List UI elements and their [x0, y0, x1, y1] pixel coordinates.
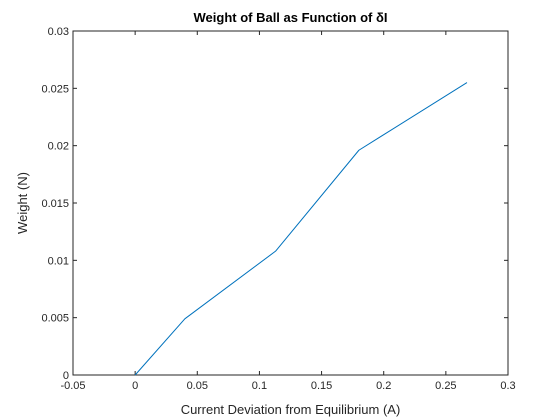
- y-tick-label: 0.005: [41, 313, 69, 325]
- x-tick-label: -0.05: [60, 380, 85, 392]
- x-tick-label: 0.15: [311, 380, 332, 392]
- x-axis-label: Current Deviation from Equilibrium (A): [181, 402, 401, 417]
- x-tick-label: 0: [132, 380, 138, 392]
- y-tick-label: 0: [63, 370, 69, 382]
- y-tick-label: 0.01: [48, 255, 69, 267]
- x-tick-label: 0.25: [435, 380, 456, 392]
- plot-area: [72, 30, 509, 376]
- y-tick-label: 0.02: [48, 141, 69, 153]
- series-group: [134, 82, 468, 376]
- x-tick-label: 0.2: [376, 380, 391, 392]
- x-tick-label: 0.05: [187, 380, 208, 392]
- y-tick-label: 0.025: [41, 83, 69, 95]
- y-axis-label: Weight (N): [15, 172, 30, 234]
- y-tick-label: 0.03: [48, 26, 69, 38]
- x-axis: -0.05 0 0.05 0.1 0.15 0.2 0.25 0.3: [60, 31, 516, 392]
- chart-title: Weight of Ball as Function of δI: [194, 10, 388, 25]
- x-tick-label: 0.1: [252, 380, 267, 392]
- series-line-0: [134, 82, 468, 376]
- x-tick-label: 0.3: [500, 380, 515, 392]
- y-axis: 0 0.005 0.01 0.015 0.02 0.025 0.03: [41, 26, 508, 382]
- y-tick-label: 0.015: [41, 198, 69, 210]
